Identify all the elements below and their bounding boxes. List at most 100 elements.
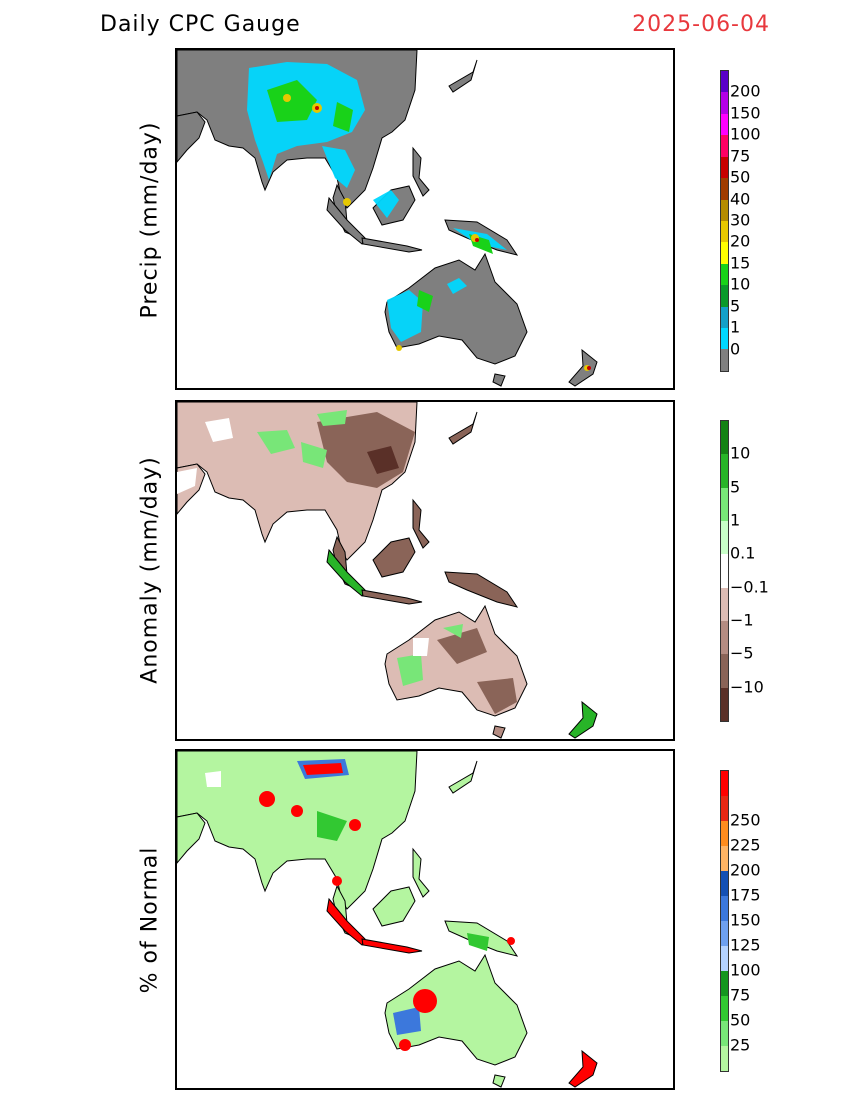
precip-java [361,237,423,253]
percent-australia [384,953,528,1066]
anomaly-map-svg [177,402,598,739]
percent-map [175,749,675,1090]
precip-japan [448,59,478,93]
precip-ylabel: Precip (mm/day) [137,121,163,319]
precip-arabia [177,111,206,163]
anomaly-wet [257,410,463,686]
anomaly-colorbar-segment [721,454,728,488]
percent-colorbar-segment [721,921,728,946]
anomaly-colorbar-segment [721,554,728,588]
percent-philippines [412,847,430,898]
anomaly-colorbar-tick-label: 1 [730,510,741,530]
precip-colorbar-segment [721,220,728,243]
anomaly-colorbar-tick-label: −10 [730,677,764,697]
chart-title: Daily CPC Gauge [100,12,301,37]
anomaly-colorbar-segment [721,421,728,455]
precip-colorbar-segment [721,263,728,286]
precip-colorbar-tick-label: 50 [730,167,751,187]
precip-colorbar-segment [721,178,728,200]
percent-asia-land [177,751,418,910]
percent-colorbar-tick-label: 250 [730,810,761,830]
percent-colorbar-tick-label: 25 [730,1035,751,1055]
percent-new-zealand [568,1049,598,1088]
precip-colorbar-segment [721,349,728,371]
anomaly-colorbar [720,420,729,722]
anomaly-colorbar-tick-label: 0.1 [730,543,756,563]
precip-colorbar [720,70,729,372]
precip-colorbar-tick-label: 150 [730,103,761,123]
precip-colorbar-tick-label: 15 [730,253,751,273]
percent-colorbar-tick-label: 125 [730,935,761,955]
precip-colorbar-tick-label: 40 [730,189,751,209]
percent-colorbar-segment [721,996,728,1021]
anomaly-colorbar-tick-label: −1 [730,610,754,630]
percent-sumatra [326,897,366,946]
percent-colorbar-tick-label: 200 [730,860,761,880]
anomaly-colorbar-tick-label: −0.1 [730,577,769,597]
anomaly-white [177,418,429,656]
precip-map-svg [177,50,598,387]
percent-colorbar-segment [721,896,728,921]
percent-colorbar-segment [721,971,728,996]
precip-colorbar-segment [721,135,728,157]
anomaly-borneo [372,537,416,578]
precip-colorbar-segment [721,113,728,136]
precip-colorbar-tick-label: 10 [730,274,751,294]
precip-new-zealand [568,348,598,387]
anomaly-java [361,589,423,605]
precip-colorbar-tick-label: 75 [730,146,751,166]
percent-colorbar-segment [721,871,728,896]
precip-map [175,48,675,390]
precip-colorbar-tick-label: 0 [730,339,741,359]
percent-colorbar-tick-label: 225 [730,835,761,855]
percent-colorbar-segment [721,946,728,971]
precip-colorbar-tick-label: 5 [730,296,741,316]
percent-colorbar-tick-label: 50 [730,1010,751,1030]
anomaly-colorbar-segment [721,587,728,621]
percent-colorbar-segment [721,846,728,871]
precip-colorbar-segment [721,306,728,329]
percent-colorbar-segment [721,771,728,796]
anomaly-japan [448,411,478,445]
precip-colorbar-tick-label: 1 [730,317,741,337]
precip-sumatra [326,196,366,245]
percent-map-svg [177,751,598,1088]
anomaly-sumatra [326,548,366,597]
percent-java [361,938,423,954]
precip-colorbar-segment [721,242,728,264]
precip-colorbar-segment [721,199,728,221]
percent-red-extreme [259,763,515,1051]
precip-rain-extreme [315,106,591,370]
precip-colorbar-segment [721,92,728,114]
percent-colorbar-segment [721,821,728,846]
anomaly-philippines [412,498,430,549]
anomaly-colorbar-segment [721,520,728,555]
precip-philippines [412,146,430,197]
anomaly-colorbar-segment [721,687,728,721]
anomaly-map [175,400,675,741]
precip-colorbar-segment [721,328,728,350]
anomaly-colorbar-tick-label: 10 [730,443,751,463]
anomaly-dry-darkest [367,446,399,474]
percent-colorbar-segment [721,1021,728,1046]
percent-white [205,771,221,787]
anomaly-new-guinea [444,571,519,608]
percent-colorbar-segment [721,796,728,821]
precip-colorbar-tick-label: 100 [730,124,761,144]
percent-japan [448,760,478,794]
precip-colorbar-segment [721,156,728,179]
percent-borneo [372,886,416,927]
anomaly-new-zealand [568,700,598,739]
precip-colorbar-segment [721,285,728,307]
anomaly-colorbar-segment [721,620,728,655]
percent-colorbar-tick-label: 75 [730,985,751,1005]
percent-colorbar [720,770,729,1072]
chart-date: 2025-06-04 [632,12,770,37]
percent-green-mid [317,811,489,951]
percent-colorbar-segment [721,1046,728,1071]
precip-colorbar-tick-label: 20 [730,231,751,251]
anomaly-colorbar-segment [721,487,728,521]
anomaly-colorbar-tick-label: 5 [730,477,741,497]
percent-ylabel: % of Normal [137,846,163,994]
precip-colorbar-segment [721,71,728,93]
